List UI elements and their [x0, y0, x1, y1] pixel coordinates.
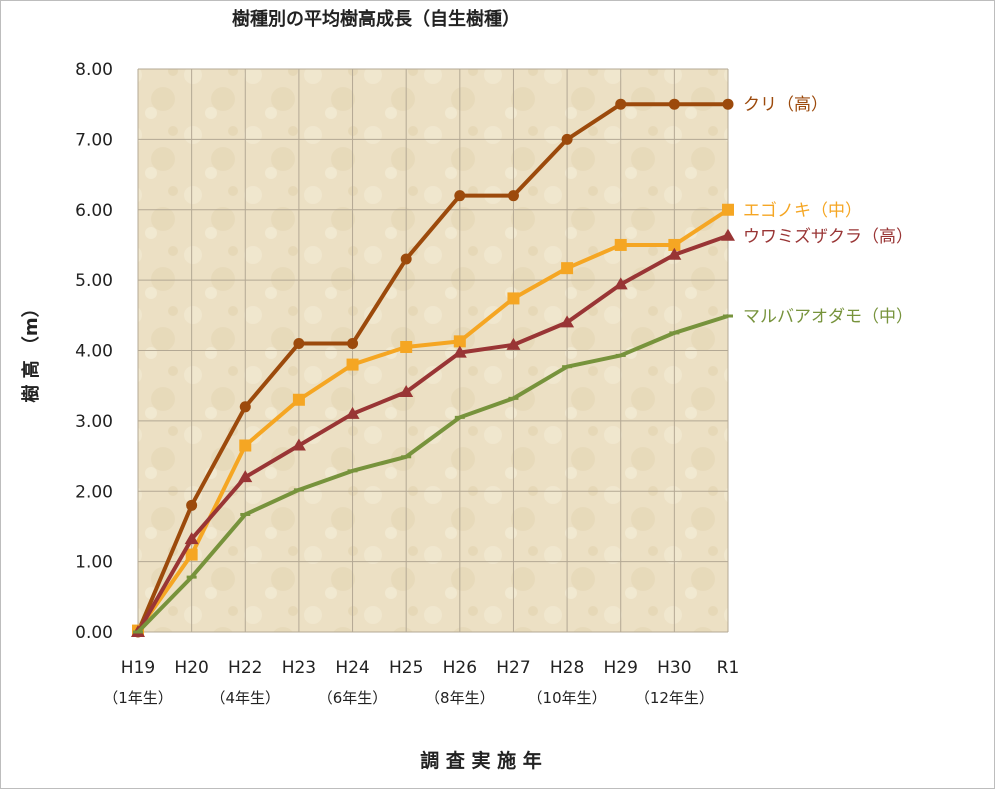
x-tick-label: R1	[717, 658, 740, 678]
data-point	[721, 228, 735, 241]
x-tick-label: H25	[389, 658, 423, 678]
data-point	[345, 406, 360, 419]
y-tick-label: 6.00	[75, 201, 113, 221]
x-sub-label: （1年生）	[103, 689, 173, 707]
y-tick-label: 0.00	[75, 623, 113, 643]
x-tick-label: H19	[121, 658, 155, 678]
y-tick-label: 5.00	[75, 271, 113, 291]
series-label: ウワミズザクラ（高）	[743, 227, 913, 247]
data-point	[452, 345, 467, 358]
data-point	[184, 532, 199, 545]
y-tick-label: 7.00	[75, 130, 113, 150]
x-sub-label: （6年生）	[318, 689, 388, 707]
x-sub-label: （10年生）	[528, 689, 607, 707]
data-point	[561, 133, 573, 145]
y-tick-label: 8.00	[75, 60, 113, 80]
series-line	[136, 233, 729, 634]
x-tick-label: H28	[550, 658, 584, 678]
data-point	[292, 393, 305, 406]
data-point	[722, 98, 734, 110]
data-point	[239, 439, 252, 452]
data-point	[186, 499, 198, 511]
y-tick-label: 1.00	[75, 553, 113, 573]
data-point	[722, 203, 734, 216]
x-tick-label: H26	[443, 658, 477, 678]
data-point	[239, 401, 251, 413]
x-sub-label: （8年生）	[425, 689, 495, 707]
series-labels: クリ（高） エゴノキ（中） ウワミズザクラ（高） マルバアオダモ（中）	[743, 95, 913, 327]
data-point	[453, 335, 466, 348]
y-axis-label: 樹 高 （m）	[20, 299, 42, 402]
series-label: マルバアオダモ（中）	[743, 307, 913, 327]
data-point	[668, 98, 680, 110]
data-point	[613, 277, 628, 290]
data-point	[667, 247, 682, 260]
data-point	[454, 190, 466, 202]
data-point	[560, 315, 575, 328]
data-point	[615, 98, 627, 110]
x-sub-label: （4年生）	[210, 689, 280, 707]
x-tick-label: H30	[657, 658, 691, 678]
x-sub-label: （12年生）	[635, 689, 714, 707]
y-tick-label: 2.00	[75, 482, 113, 502]
y-axis-ticks: 0.00 1.00 2.00 3.00 4.00 5.00 6.00 7.00 8.00	[75, 60, 113, 643]
data-point	[185, 548, 198, 561]
chart-title: 樹種別の平均樹高成長（自生樹種）	[232, 8, 520, 30]
series-line	[136, 208, 730, 632]
series-line	[136, 102, 728, 633]
data-point	[561, 262, 574, 275]
x-axis-ticks: H19 H20 H22 H23 H24 H25 H26 H27 H28 H29 H30 R1 （1年生）…	[103, 658, 739, 707]
series-line	[136, 314, 729, 634]
x-tick-label: H22	[228, 658, 262, 678]
x-tick-label: H23	[282, 658, 316, 678]
y-tick-label: 4.00	[75, 342, 113, 362]
series-label: エゴノキ（中）	[743, 200, 862, 221]
data-point	[614, 238, 627, 251]
data-point	[291, 438, 306, 451]
x-tick-label: H20	[174, 658, 208, 678]
x-tick-label: H27	[496, 658, 530, 678]
x-tick-label: H29	[604, 658, 638, 678]
data-point	[668, 238, 681, 251]
data-point	[293, 337, 305, 349]
y-tick-label: 3.00	[75, 412, 113, 432]
data-point	[507, 292, 520, 305]
data-point	[347, 337, 359, 349]
series-1	[132, 98, 734, 638]
data-point	[400, 340, 413, 353]
data-point	[506, 337, 521, 350]
data-point	[238, 470, 253, 483]
series-group	[131, 98, 735, 638]
data-point	[346, 358, 359, 371]
x-axis-label: 調 査 実 施 年	[420, 749, 541, 772]
series-3	[131, 228, 735, 637]
data-point	[399, 385, 414, 398]
data-point	[400, 253, 412, 265]
x-tick-label: H24	[335, 658, 369, 678]
series-4	[133, 314, 733, 634]
series-label: クリ（高）	[743, 95, 828, 115]
data-point	[507, 190, 519, 202]
